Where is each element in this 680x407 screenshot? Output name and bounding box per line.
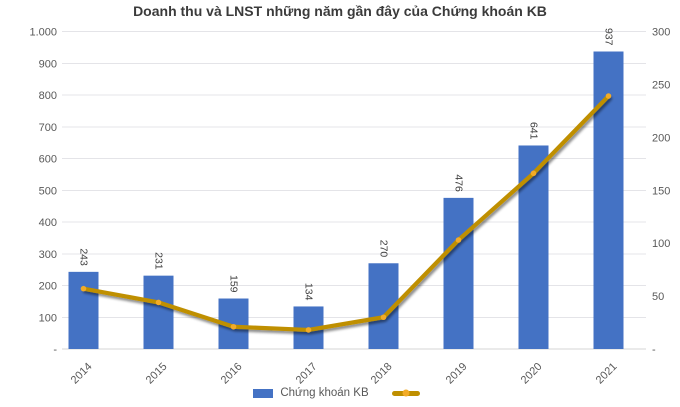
line-marker-2016 <box>230 323 237 330</box>
left-axis-tick: 400 <box>39 217 57 229</box>
x-axis-label-2021: 2021 <box>594 361 620 387</box>
legend: Chứng khoán KB <box>0 387 680 399</box>
right-axis-tick: 50 <box>652 291 664 303</box>
x-axis-label-2019: 2019 <box>444 361 470 387</box>
bar-value-label-2019: 476 <box>453 174 465 192</box>
right-axis-tick: 300 <box>652 27 670 39</box>
line-marker-2018 <box>380 314 387 321</box>
bar-value-label-2018: 270 <box>378 240 390 258</box>
legend-bar-label: Chứng khoán KB <box>280 387 369 399</box>
x-axis-label-2015: 2015 <box>144 361 170 387</box>
line-marker-2014 <box>80 285 87 292</box>
bar-value-label-2014: 243 <box>78 248 90 266</box>
left-axis-tick: 700 <box>39 122 57 134</box>
right-axis-tick: 200 <box>652 132 670 144</box>
legend-line-marker-icon <box>402 389 410 397</box>
left-axis-tick: 800 <box>39 90 57 102</box>
right-axis-tick: - <box>652 344 656 356</box>
bar-2014 <box>68 271 99 349</box>
line-marker-2021 <box>605 93 612 99</box>
x-axis-label-2014: 2014 <box>69 361 95 387</box>
x-axis-label-2017: 2017 <box>294 361 320 387</box>
bar-value-label-2020: 641 <box>528 122 540 140</box>
line-marker-2019 <box>455 237 462 243</box>
lnst-line <box>81 93 611 333</box>
right-axis-tick: 100 <box>652 238 670 250</box>
right-axis-tick: 150 <box>652 185 670 197</box>
left-axis-tick: - <box>53 344 57 356</box>
x-axis-label-2018: 2018 <box>369 361 395 387</box>
bar-2019 <box>443 197 474 349</box>
left-axis-tick: 900 <box>39 58 57 70</box>
right-axis-tick: 250 <box>652 79 670 91</box>
x-axis-label-2016: 2016 <box>219 361 245 387</box>
left-axis-tick: 100 <box>39 312 57 324</box>
left-axis-tick: 500 <box>39 185 57 197</box>
legend-line-swatch <box>391 389 420 397</box>
line-marker-2015 <box>155 299 162 306</box>
bar-value-label-2017: 134 <box>303 283 315 301</box>
bar-value-label-2015: 231 <box>153 252 165 270</box>
bar-2015 <box>143 275 174 349</box>
bar-value-label-2021: 937 <box>603 28 615 46</box>
left-axis-tick: 200 <box>39 281 57 293</box>
chart-title: Doanh thu và LNST những năm gần đây của … <box>133 3 547 19</box>
line-marker-2017 <box>305 327 312 333</box>
bar-2021 <box>593 51 624 349</box>
left-axis-tick: 1.000 <box>29 27 57 39</box>
left-axis-tick: 300 <box>39 249 57 261</box>
left-axis-tick: 600 <box>39 154 57 166</box>
x-axis-label-2020: 2020 <box>519 361 545 387</box>
bar-value-label-2016: 159 <box>228 275 240 293</box>
legend-bar-swatch <box>253 388 274 398</box>
line-marker-2020 <box>530 170 537 177</box>
